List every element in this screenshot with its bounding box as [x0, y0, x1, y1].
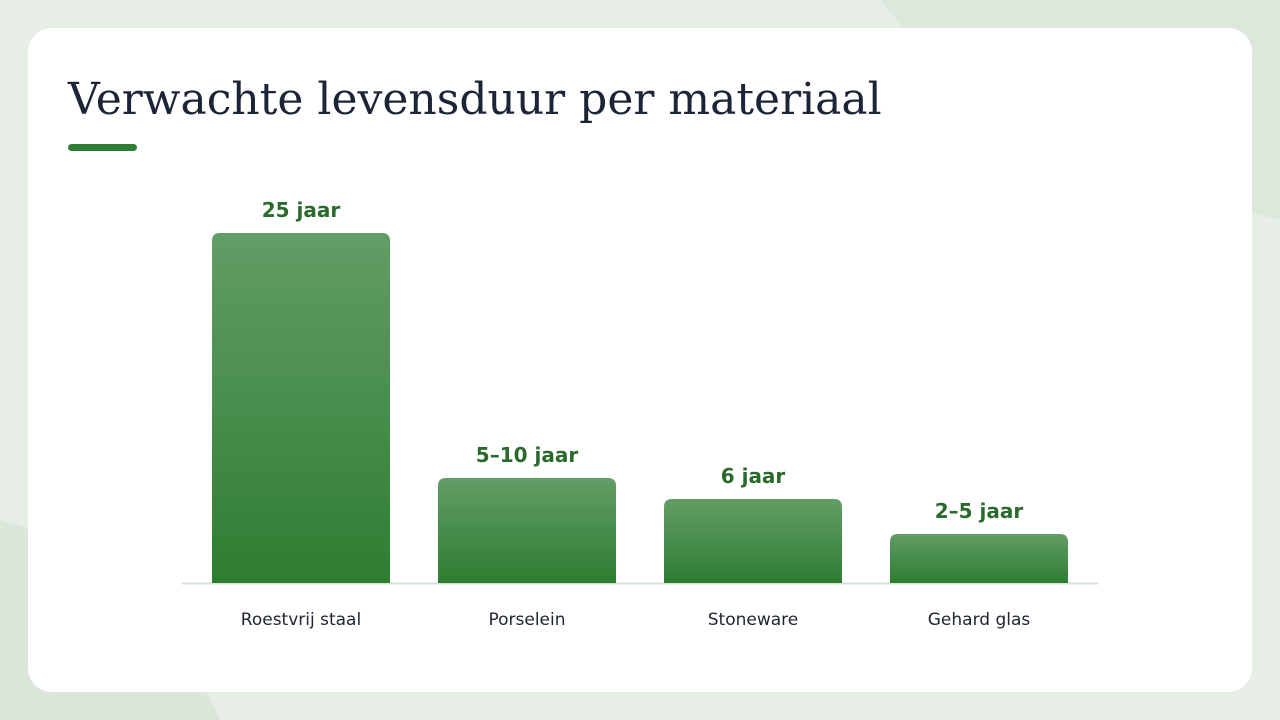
chart-title: Verwachte levensduur per materiaal — [67, 74, 882, 125]
bar-sheen — [890, 534, 1068, 583]
x-tick-label: Roestvrij staal — [241, 610, 361, 630]
card — [28, 28, 1252, 692]
x-tick-label: Gehard glas — [928, 610, 1031, 630]
x-tick-label: Porselein — [488, 610, 565, 630]
value-label: 2–5 jaar — [935, 499, 1024, 523]
value-label: 6 jaar — [721, 464, 786, 488]
title-underline — [68, 144, 137, 151]
x-tick-label: Stoneware — [708, 610, 799, 630]
bar-sheen — [212, 233, 390, 583]
bar-sheen — [664, 499, 842, 583]
value-label: 5–10 jaar — [476, 443, 579, 467]
bar-sheen — [438, 478, 616, 583]
value-label: 25 jaar — [262, 198, 341, 222]
